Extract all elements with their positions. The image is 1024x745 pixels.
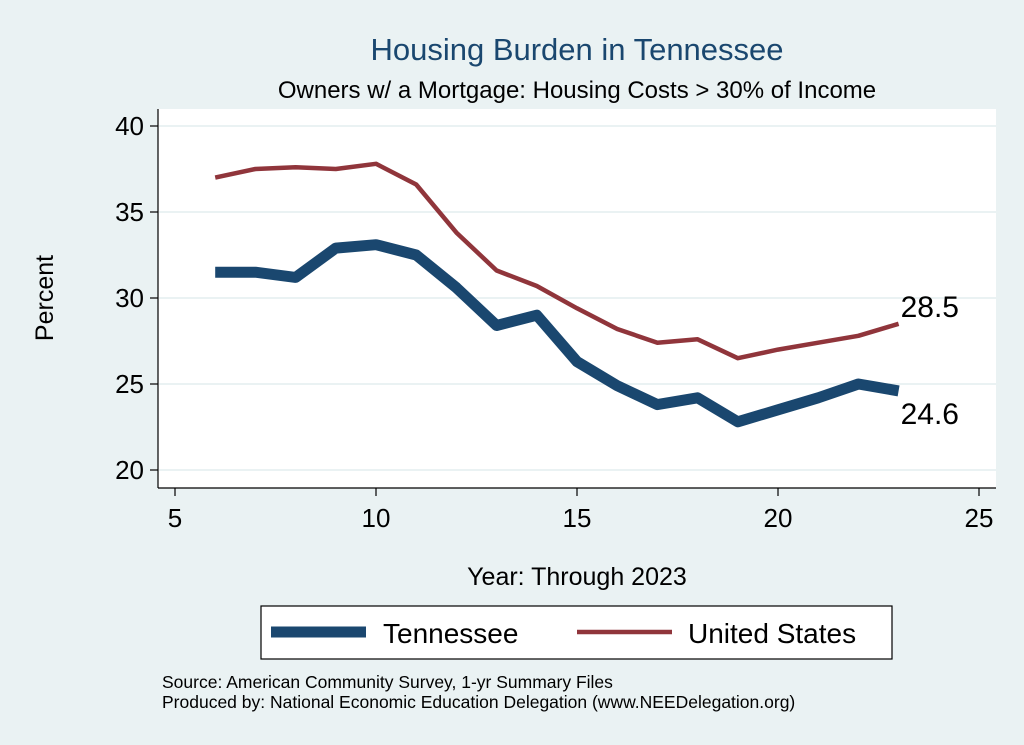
legend-box — [260, 605, 893, 660]
x-tick-label: 10 — [362, 503, 391, 533]
chart-title: Housing Burden in Tennessee — [370, 32, 783, 67]
y-tick-label: 35 — [115, 197, 144, 227]
produced-by-note: Produced by: National Economic Education… — [162, 692, 795, 712]
y-tick-label: 30 — [115, 283, 144, 313]
y-tick-label: 40 — [115, 111, 144, 141]
y-axis-ticks: 20 25 30 35 40 — [115, 111, 158, 485]
legend-label-tennessee: Tennessee — [383, 618, 518, 649]
series-line-tennessee — [215, 239, 900, 428]
end-label-united-states: 28.5 — [901, 291, 959, 324]
x-tick-label: 20 — [764, 503, 793, 533]
y-axis-title: Percent — [31, 255, 59, 341]
end-label-tennessee: 24.6 — [901, 398, 959, 431]
x-axis-title: Year: Through 2023 — [467, 563, 687, 591]
x-tick-label: 25 — [965, 503, 994, 533]
x-axis-ticks: 5 10 15 20 25 — [168, 488, 994, 533]
series-layer: 24.6 28.5 — [214, 161, 959, 431]
x-tick-label: 5 — [168, 503, 182, 533]
legend-label-united-states: United States — [688, 618, 856, 649]
series-line-united-states — [214, 161, 900, 361]
legend: Tennessee United States — [260, 605, 893, 660]
source-note: Source: American Community Survey, 1-yr … — [162, 672, 613, 692]
chart-subtitle: Owners w/ a Mortgage: Housing Costs > 30… — [278, 77, 876, 104]
y-tick-label: 20 — [115, 455, 144, 485]
x-tick-label: 15 — [563, 503, 592, 533]
y-tick-label: 25 — [115, 369, 144, 399]
